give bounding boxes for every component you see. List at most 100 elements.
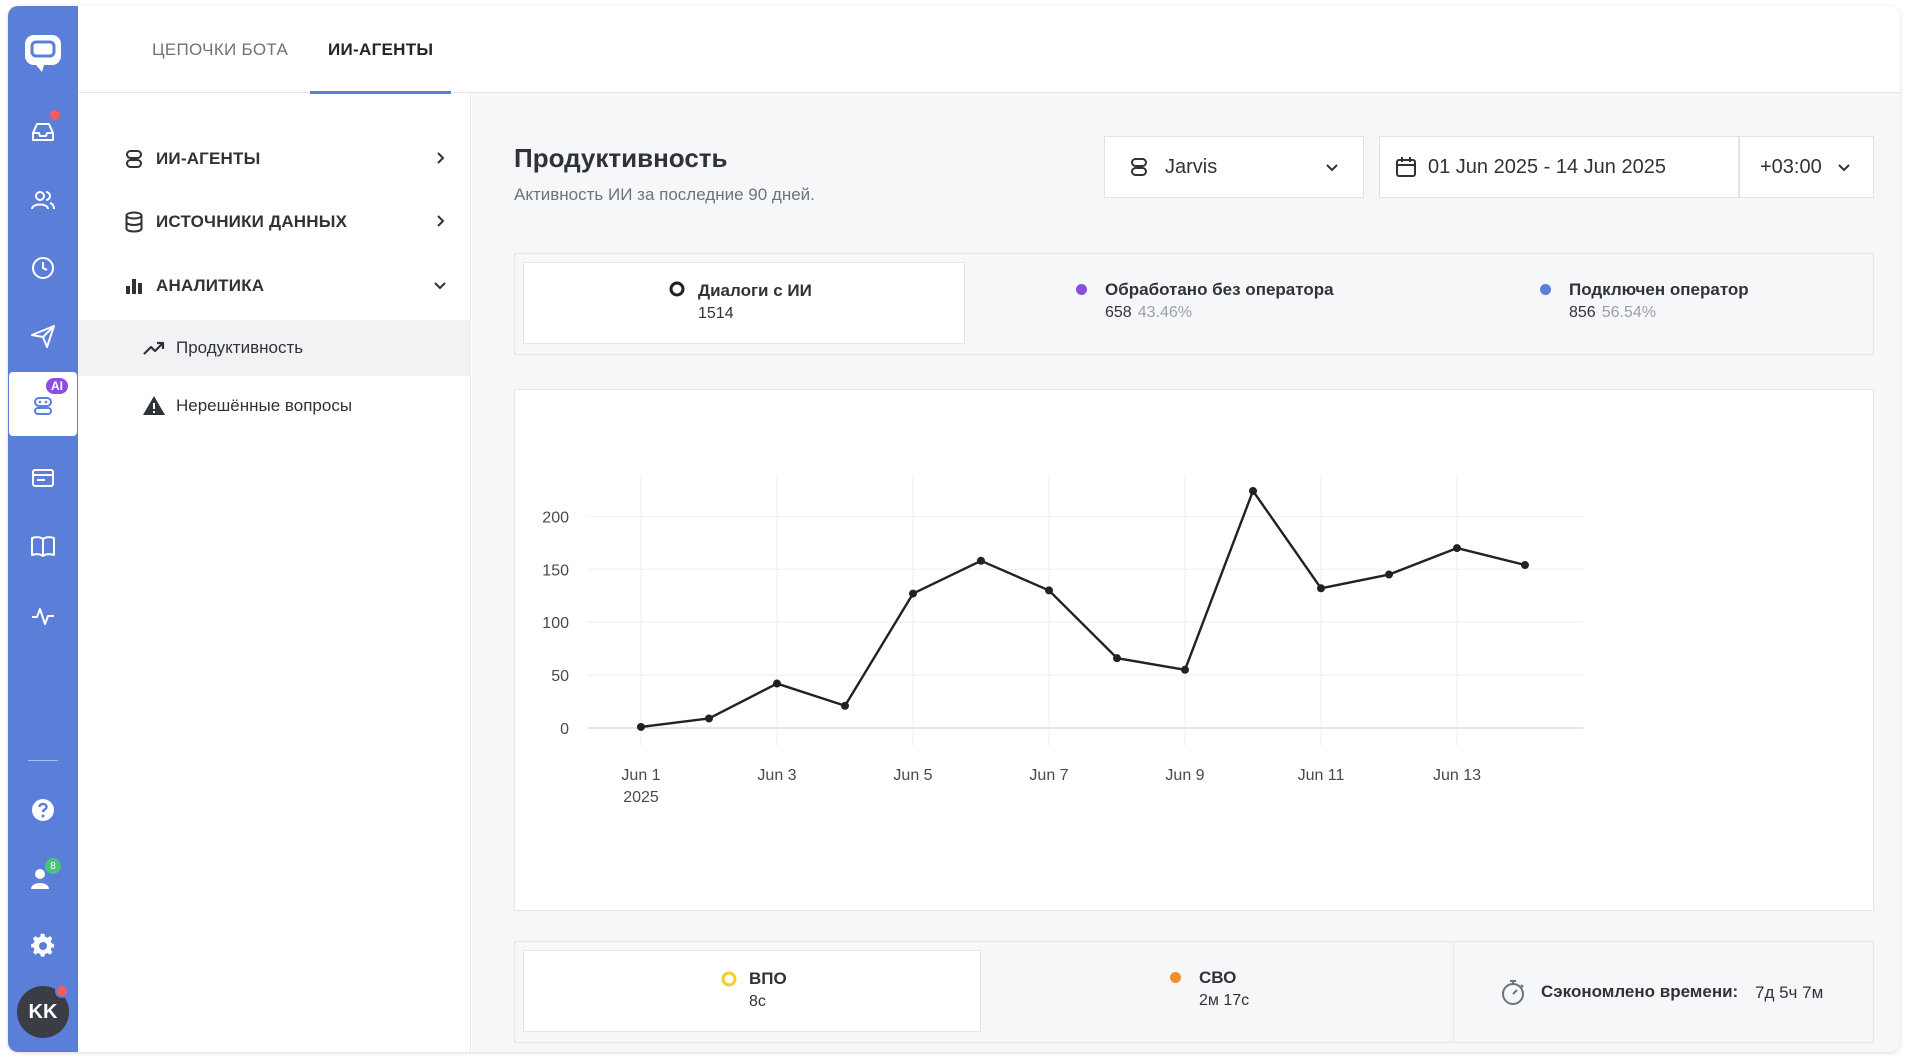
stat-first-response-time[interactable]: ВПО 8с xyxy=(523,950,981,1032)
x-tick-label: Jun 13 xyxy=(1433,767,1481,784)
date-range-picker[interactable]: 01 Jun 2025 - 14 Jun 2025 xyxy=(1379,136,1739,198)
agent-icon xyxy=(1131,158,1147,176)
page-subtitle: Активность ИИ за последние 90 дней. xyxy=(514,185,815,204)
series-marker-icon xyxy=(721,971,737,987)
chart-card: 0 50 100 150 200 Jun 1 Jun 3 Jun 5 Jun 7 Jun 9 Jun… xyxy=(514,389,1874,911)
sidebar-item-analytics[interactable]: АНАЛИТИКА xyxy=(78,256,471,316)
rail-divider xyxy=(28,760,58,761)
y-tick-label: 0 xyxy=(560,721,569,738)
x-tick-label: Jun 7 xyxy=(1029,767,1068,784)
stat-value: 1514 xyxy=(698,305,734,322)
contacts-icon[interactable] xyxy=(8,168,78,232)
sidebar-item-ai-agents[interactable]: ИИ-АГЕНТЫ xyxy=(78,129,471,189)
sidebar-subitem-label: Продуктивность xyxy=(176,338,304,357)
data-point xyxy=(977,556,985,565)
data-point xyxy=(1453,544,1461,553)
sidebar-item-data-sources[interactable]: ИСТОЧНИКИ ДАННЫХ xyxy=(78,192,471,252)
chevron-right-icon xyxy=(437,215,445,227)
data-point xyxy=(1385,570,1393,579)
stat-label: СВО xyxy=(1199,968,1237,987)
sidebar-subitem-unresolved[interactable]: Нерешённые вопросы xyxy=(78,378,471,434)
tab-label: ЦЕПОЧКИ БОТА xyxy=(152,39,289,59)
ai-agents-icon[interactable]: AI xyxy=(9,372,77,436)
data-point xyxy=(909,589,917,598)
y-tick-label: 200 xyxy=(542,509,569,526)
data-point xyxy=(1113,654,1121,663)
data-point xyxy=(841,701,849,710)
calendar-icon xyxy=(1396,157,1416,177)
y-tick-label: 150 xyxy=(542,562,569,579)
ai-badge: AI xyxy=(46,378,68,394)
sidebar-item-label: АНАЛИТИКА xyxy=(156,276,265,295)
data-point xyxy=(773,679,781,688)
stat-handled-without-operator[interactable]: Обработано без оператора 658 43.46% xyxy=(975,262,1425,344)
tab-bot-chains[interactable]: ЦЕПОЧКИ БОТА xyxy=(152,6,288,93)
bar-chart-icon xyxy=(126,279,142,294)
knowledge-book-icon[interactable] xyxy=(8,514,78,578)
main-content: Продуктивность Активность ИИ за последни… xyxy=(472,93,1900,1052)
x-tick-label: Jun 3 xyxy=(757,767,796,784)
send-icon[interactable] xyxy=(8,304,78,368)
agent-icon xyxy=(126,150,142,168)
database-icon xyxy=(125,211,143,233)
series-color-dot xyxy=(1076,284,1087,295)
chevron-right-icon xyxy=(437,152,445,164)
series-marker-icon xyxy=(669,281,685,297)
stat-ai-dialogs[interactable]: Диалоги с ИИ 1514 xyxy=(523,262,965,344)
app-window: AI 8 KK ЦЕПОЧКИ БОТА ИИ-АГЕНТЫ xyxy=(8,6,1900,1052)
chat-logo-icon[interactable] xyxy=(22,32,64,74)
y-tick-label: 50 xyxy=(551,668,569,685)
chevron-down-icon xyxy=(434,282,446,290)
date-range-value: 01 Jun 2025 - 14 Jun 2025 xyxy=(1428,155,1666,178)
stat-value: 2м 17с xyxy=(1199,992,1250,1009)
team-icon[interactable]: 8 xyxy=(8,846,78,910)
sidebar-item-label: ИСТОЧНИКИ ДАННЫХ xyxy=(156,212,348,231)
stats-summary: Диалоги с ИИ 1514 Обработано без операто… xyxy=(514,253,1874,355)
series-color-dot xyxy=(1540,284,1551,295)
y-tick-label: 100 xyxy=(542,615,569,632)
data-point xyxy=(1521,561,1529,570)
divider xyxy=(1453,942,1454,1042)
settings-gear-icon[interactable] xyxy=(8,914,78,978)
data-point xyxy=(705,714,713,723)
x-tick-label: Jun 11 xyxy=(1298,767,1345,784)
sidebar-subitem-productivity[interactable]: Продуктивность xyxy=(78,320,471,376)
x-tick-label: Jun 1 xyxy=(621,767,660,784)
timezone-value: +03:00 xyxy=(1760,155,1822,178)
stat-avg-response-time[interactable]: СВО 2м 17с xyxy=(981,950,1451,1032)
warning-icon xyxy=(143,396,165,415)
inbox-icon[interactable] xyxy=(8,100,78,164)
timezone-select[interactable]: +03:00 xyxy=(1739,136,1874,198)
stat-count: 856 xyxy=(1569,304,1596,321)
active-tab-indicator xyxy=(310,91,452,94)
widget-icon[interactable] xyxy=(8,446,78,510)
stat-label: ВПО xyxy=(749,969,787,988)
series-color-dot xyxy=(1170,972,1181,983)
sidebar: ИИ-АГЕНТЫ ИСТОЧНИКИ ДАННЫХ АНАЛИТИКА Про… xyxy=(78,93,471,1052)
notification-dot xyxy=(48,108,62,122)
history-clock-icon[interactable] xyxy=(8,236,78,300)
data-point xyxy=(1249,486,1257,495)
x-tick-label: Jun 9 xyxy=(1165,767,1204,784)
series-line xyxy=(640,489,1526,729)
tab-label: ИИ-АГЕНТЫ xyxy=(328,39,434,59)
sidebar-subitem-label: Нерешённые вопросы xyxy=(176,396,353,415)
sidebar-item-label: ИИ-АГЕНТЫ xyxy=(156,149,261,168)
stat-label: Подключен оператор xyxy=(1569,280,1749,299)
data-point xyxy=(1317,584,1325,593)
top-tabs-bar: ЦЕПОЧКИ БОТА ИИ-АГЕНТЫ xyxy=(78,6,1900,94)
agent-select[interactable]: Jarvis xyxy=(1104,136,1364,198)
activity-pulse-icon[interactable] xyxy=(8,584,78,648)
chevron-down-icon xyxy=(1838,164,1850,172)
line-chart: 0 50 100 150 200 Jun 1 Jun 3 Jun 5 Jun 7 Jun 9 Jun… xyxy=(542,474,1583,806)
help-icon[interactable] xyxy=(8,778,78,842)
chevron-down-icon xyxy=(1326,164,1338,172)
saved-time-label: Сэкономлено времени: xyxy=(1541,982,1739,1001)
stat-percent: 43.46% xyxy=(1137,304,1192,321)
stat-operator-connected[interactable]: Подключен оператор 856 56.54% xyxy=(1435,262,1865,344)
tab-ai-agents[interactable]: ИИ-АГЕНТЫ xyxy=(310,6,452,94)
agent-select-value: Jarvis xyxy=(1165,155,1218,178)
team-count-badge: 8 xyxy=(45,858,61,874)
data-point xyxy=(1181,665,1189,674)
data-point xyxy=(637,722,645,731)
